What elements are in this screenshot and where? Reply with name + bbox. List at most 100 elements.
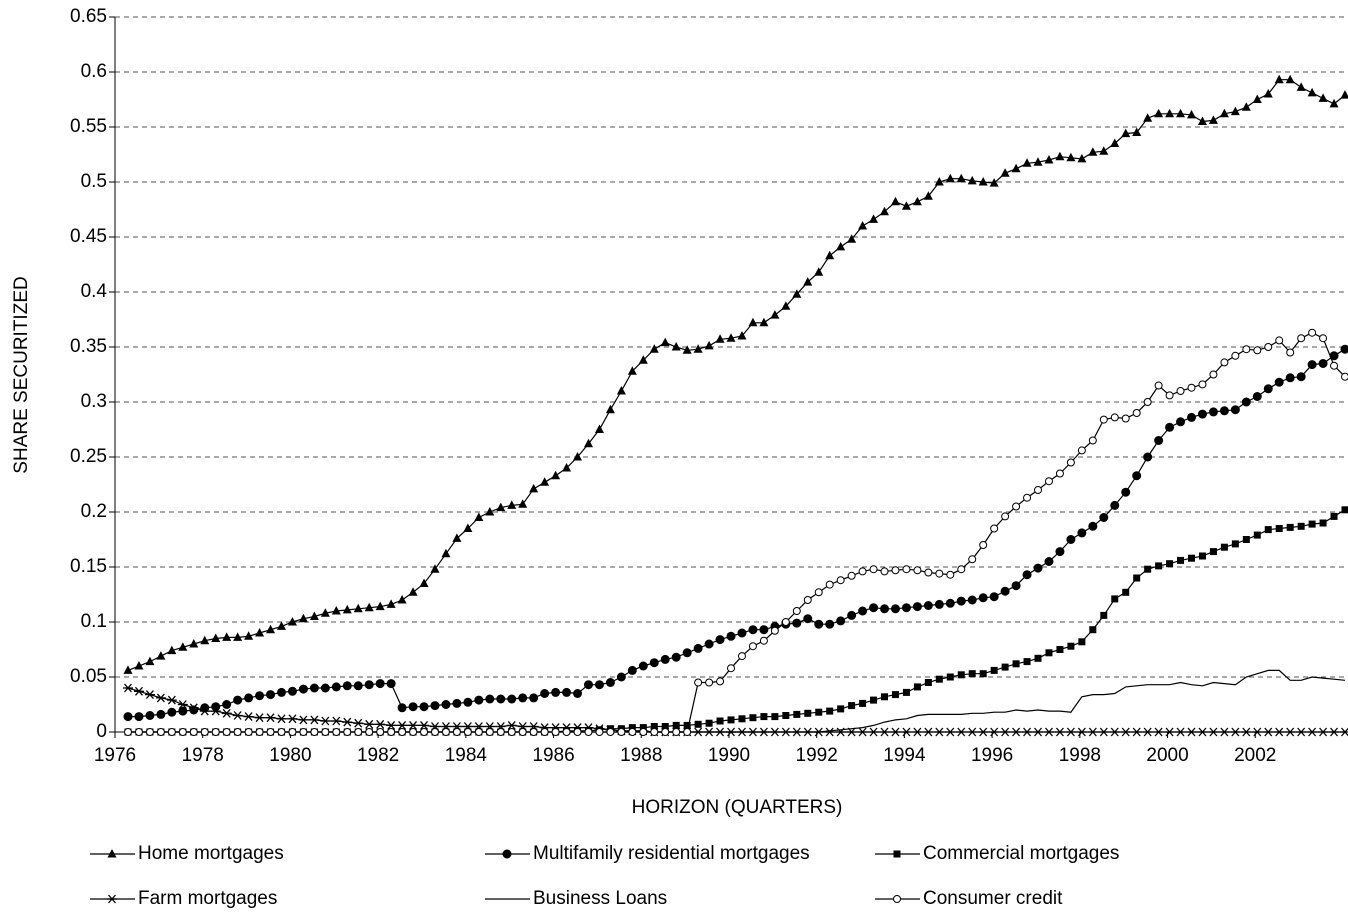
marker xyxy=(1023,493,1032,502)
marker xyxy=(452,698,462,708)
series-line xyxy=(128,669,1346,733)
marker xyxy=(594,680,604,690)
marker xyxy=(441,548,451,558)
marker xyxy=(331,606,341,615)
marker xyxy=(1065,727,1076,737)
marker xyxy=(562,728,571,736)
marker xyxy=(804,709,812,717)
marker xyxy=(1088,521,1098,531)
marker xyxy=(978,727,989,737)
marker xyxy=(792,289,802,298)
marker xyxy=(605,404,615,414)
marker xyxy=(145,656,155,666)
marker xyxy=(945,727,956,737)
marker xyxy=(507,500,517,509)
marker xyxy=(893,850,901,858)
marker xyxy=(562,463,572,472)
y-tick-label: 0 xyxy=(96,721,107,742)
marker xyxy=(727,664,736,673)
marker xyxy=(233,632,243,641)
marker xyxy=(1109,727,1120,737)
marker xyxy=(1121,128,1131,138)
marker xyxy=(1166,560,1174,568)
marker xyxy=(134,661,144,670)
marker xyxy=(353,718,364,728)
marker xyxy=(288,728,297,736)
marker xyxy=(584,728,593,736)
marker xyxy=(1077,528,1087,538)
marker xyxy=(518,693,528,703)
marker xyxy=(967,595,977,605)
marker xyxy=(1230,727,1241,737)
marker xyxy=(814,588,823,597)
marker xyxy=(200,635,210,645)
marker xyxy=(474,695,484,705)
marker xyxy=(364,602,374,612)
marker xyxy=(715,334,725,343)
marker xyxy=(551,470,561,480)
marker xyxy=(956,173,966,183)
marker xyxy=(726,631,736,641)
marker xyxy=(255,628,265,637)
marker xyxy=(825,619,835,629)
marker xyxy=(1252,94,1262,103)
marker xyxy=(1219,108,1229,118)
marker xyxy=(496,502,506,512)
marker xyxy=(902,565,911,574)
marker xyxy=(726,333,736,342)
x-tick-label: 2000 xyxy=(1146,745,1188,766)
marker xyxy=(276,714,287,724)
marker xyxy=(1022,727,1033,737)
marker xyxy=(309,611,319,620)
marker xyxy=(1252,392,1262,401)
marker xyxy=(836,241,846,251)
marker xyxy=(1274,727,1285,737)
marker xyxy=(562,687,572,697)
marker xyxy=(868,727,879,737)
marker xyxy=(233,695,243,705)
y-tick-label: 0.65 xyxy=(70,6,107,27)
marker xyxy=(639,724,647,732)
marker xyxy=(1153,727,1164,737)
marker xyxy=(1120,727,1131,737)
marker xyxy=(1165,422,1175,432)
marker xyxy=(507,694,517,704)
marker xyxy=(979,670,987,678)
marker xyxy=(1307,87,1317,97)
marker xyxy=(891,566,900,575)
marker xyxy=(1055,469,1064,478)
x-tick-label: 1976 xyxy=(94,745,136,766)
marker xyxy=(1187,109,1197,119)
marker xyxy=(978,593,988,603)
marker xyxy=(178,706,188,716)
series-line xyxy=(128,348,1346,718)
marker xyxy=(990,666,998,674)
marker xyxy=(793,710,801,718)
x-tick-label: 1990 xyxy=(708,745,750,766)
marker xyxy=(935,569,944,578)
marker xyxy=(1308,328,1317,337)
marker xyxy=(420,728,429,736)
marker xyxy=(298,613,308,623)
marker xyxy=(913,683,921,691)
marker xyxy=(1340,90,1348,99)
marker xyxy=(276,687,286,697)
marker xyxy=(771,713,779,721)
marker xyxy=(375,719,386,729)
marker xyxy=(782,712,790,719)
marker xyxy=(1264,526,1272,534)
marker xyxy=(1341,506,1348,514)
marker xyxy=(704,340,714,350)
marker xyxy=(178,642,188,651)
marker xyxy=(1176,108,1186,118)
marker xyxy=(496,728,505,736)
marker xyxy=(332,728,341,736)
marker xyxy=(893,895,901,903)
marker xyxy=(660,654,670,664)
marker xyxy=(912,727,923,737)
marker xyxy=(1242,345,1251,354)
marker xyxy=(661,728,670,736)
marker xyxy=(321,728,330,736)
marker xyxy=(364,680,374,690)
marker xyxy=(682,648,692,658)
